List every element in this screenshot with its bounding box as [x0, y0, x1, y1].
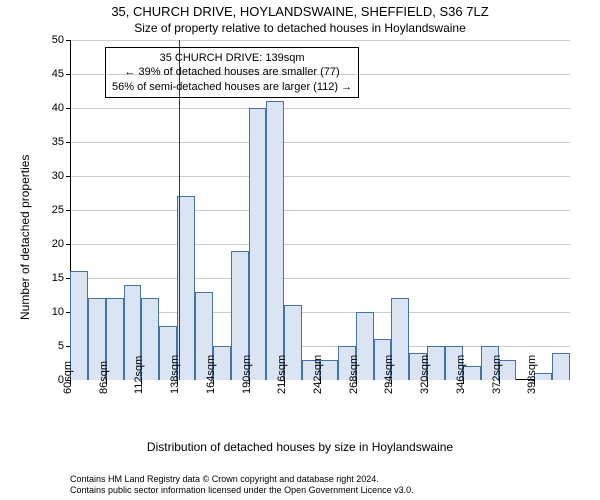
grid-line: [70, 40, 570, 41]
histogram-bar: [552, 353, 570, 380]
grid-line: [70, 108, 570, 109]
y-tick-label: 5: [34, 340, 64, 352]
page-title: 35, CHURCH DRIVE, HOYLANDSWAINE, SHEFFIE…: [0, 4, 600, 19]
grid-line: [70, 278, 570, 279]
histogram-bar: [266, 101, 284, 380]
y-tick-label: 35: [34, 136, 64, 148]
grid-line: [70, 210, 570, 211]
y-tick-label: 40: [34, 102, 64, 114]
annotation-line: 35 CHURCH DRIVE: 139sqm: [112, 51, 352, 65]
chart-container: 35, CHURCH DRIVE, HOYLANDSWAINE, SHEFFIE…: [0, 0, 600, 500]
annotation-line: 56% of semi-detached houses are larger (…: [112, 80, 352, 94]
y-tick-label: 30: [34, 170, 64, 182]
y-tick-label: 50: [34, 34, 64, 46]
grid-line: [70, 244, 570, 245]
plot-area: 0510152025303540455060sqm86sqm112sqm138s…: [70, 40, 570, 380]
y-tick-label: 25: [34, 204, 64, 216]
footer-line1: Contains HM Land Registry data © Crown c…: [70, 474, 570, 485]
histogram-bar: [249, 108, 267, 380]
y-tick-label: 10: [34, 306, 64, 318]
chart-subtitle: Size of property relative to detached ho…: [0, 21, 600, 35]
y-tick-label: 45: [34, 68, 64, 80]
y-tick-label: 0: [34, 374, 64, 386]
histogram-bar: [177, 196, 195, 380]
grid-line: [70, 176, 570, 177]
footer-attribution: Contains HM Land Registry data © Crown c…: [70, 474, 570, 496]
y-axis-label: Number of detached properties: [18, 155, 32, 320]
y-tick-label: 20: [34, 238, 64, 250]
y-tick-label: 15: [34, 272, 64, 284]
grid-line: [70, 142, 570, 143]
annotation-box: 35 CHURCH DRIVE: 139sqm← 39% of detached…: [105, 47, 359, 98]
footer-line2: Contains public sector information licen…: [70, 485, 570, 496]
x-axis-label: Distribution of detached houses by size …: [0, 440, 600, 454]
annotation-line: ← 39% of detached houses are smaller (77…: [112, 65, 352, 79]
